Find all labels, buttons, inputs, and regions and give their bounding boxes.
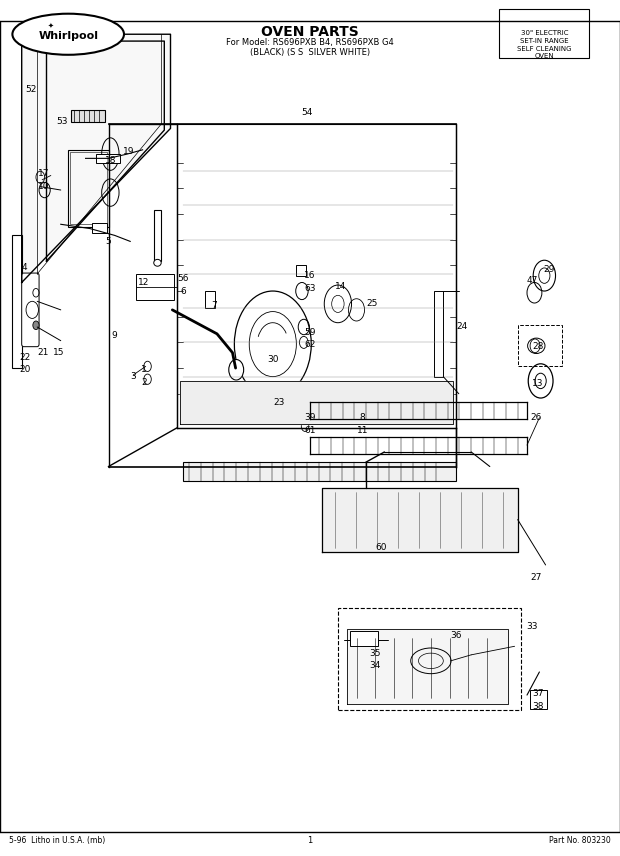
Text: 36: 36 (450, 631, 461, 639)
Text: SET-IN RANGE: SET-IN RANGE (520, 38, 569, 45)
Circle shape (33, 321, 39, 330)
Polygon shape (347, 629, 508, 704)
Bar (70, 152, 107, 224)
Text: 12: 12 (138, 278, 149, 287)
Text: 1: 1 (308, 836, 312, 845)
Text: 20: 20 (19, 366, 30, 374)
Text: 60: 60 (376, 544, 387, 552)
Text: 19: 19 (123, 147, 135, 156)
Text: 3: 3 (130, 372, 136, 381)
Text: 63: 63 (304, 284, 316, 293)
Bar (154, 210, 161, 261)
Text: 53: 53 (56, 117, 68, 126)
Bar (499, 9, 589, 58)
Bar (136, 274, 174, 300)
Bar (530, 690, 547, 709)
Text: 27: 27 (531, 574, 542, 582)
Bar (434, 291, 443, 377)
Bar (96, 154, 120, 163)
Bar (338, 608, 521, 710)
Text: SELF CLEANING: SELF CLEANING (517, 45, 572, 52)
Text: 15: 15 (53, 348, 64, 357)
Text: 29: 29 (543, 265, 554, 274)
Text: 11: 11 (357, 426, 368, 435)
Circle shape (229, 360, 244, 380)
Text: ✦: ✦ (48, 22, 54, 29)
Text: 26: 26 (531, 413, 542, 422)
Text: 17: 17 (38, 169, 49, 178)
Text: 38: 38 (533, 702, 544, 710)
Text: 9: 9 (112, 331, 118, 340)
Text: 52: 52 (25, 86, 37, 94)
Bar (68, 150, 108, 227)
Text: 24: 24 (456, 323, 467, 331)
Text: OVEN: OVEN (534, 53, 554, 60)
Text: 5: 5 (105, 237, 112, 246)
Text: 37: 37 (533, 689, 544, 698)
Text: 56: 56 (177, 274, 188, 282)
Text: 18: 18 (105, 156, 116, 164)
Text: 8: 8 (360, 413, 366, 422)
Bar (12, 235, 22, 368)
Bar (350, 631, 378, 646)
Polygon shape (322, 488, 518, 552)
Text: 1: 1 (141, 366, 147, 374)
Text: For Model: RS696PXB B4, RS696PXB G4: For Model: RS696PXB B4, RS696PXB G4 (226, 39, 394, 47)
Text: 23: 23 (273, 398, 285, 407)
Text: 39: 39 (304, 413, 316, 422)
Text: (BLACK) (S S  SILVER WHITE): (BLACK) (S S SILVER WHITE) (250, 48, 370, 56)
Text: 61: 61 (304, 426, 316, 435)
Text: 25: 25 (366, 300, 378, 308)
Text: 5-96  Litho in U.S.A. (mb): 5-96 Litho in U.S.A. (mb) (9, 836, 105, 845)
Text: 30" ELECTRIC: 30" ELECTRIC (521, 30, 568, 37)
Text: 6: 6 (180, 287, 186, 295)
Text: 10: 10 (38, 182, 49, 191)
Text: 13: 13 (533, 379, 544, 388)
Ellipse shape (12, 14, 124, 55)
Bar (177, 124, 456, 428)
Bar (183, 462, 456, 481)
Text: 7: 7 (211, 301, 217, 310)
Text: 47: 47 (526, 276, 538, 285)
Text: 28: 28 (533, 342, 544, 351)
Text: 2: 2 (141, 378, 147, 387)
Bar (205, 291, 215, 308)
Text: 4: 4 (22, 263, 28, 271)
Bar (332, 498, 508, 542)
Text: 30: 30 (267, 355, 278, 364)
Text: 59: 59 (304, 328, 316, 336)
Text: 54: 54 (301, 109, 312, 117)
FancyBboxPatch shape (22, 273, 39, 347)
Bar (296, 265, 306, 276)
Bar (71, 110, 105, 122)
Text: 16: 16 (304, 271, 316, 280)
Polygon shape (22, 34, 170, 282)
Text: Whirlpool: Whirlpool (38, 31, 98, 41)
Text: 34: 34 (370, 662, 381, 670)
Polygon shape (180, 381, 453, 424)
Text: 22: 22 (19, 354, 30, 362)
Bar (92, 223, 107, 233)
Text: 21: 21 (38, 348, 49, 357)
Text: 62: 62 (304, 341, 316, 349)
Text: OVEN PARTS: OVEN PARTS (261, 25, 359, 39)
Text: 33: 33 (526, 622, 538, 631)
Text: 14: 14 (335, 282, 347, 291)
Text: Part No. 803230: Part No. 803230 (549, 836, 611, 845)
Text: 35: 35 (370, 649, 381, 657)
Ellipse shape (154, 259, 161, 266)
Bar (518, 325, 562, 366)
